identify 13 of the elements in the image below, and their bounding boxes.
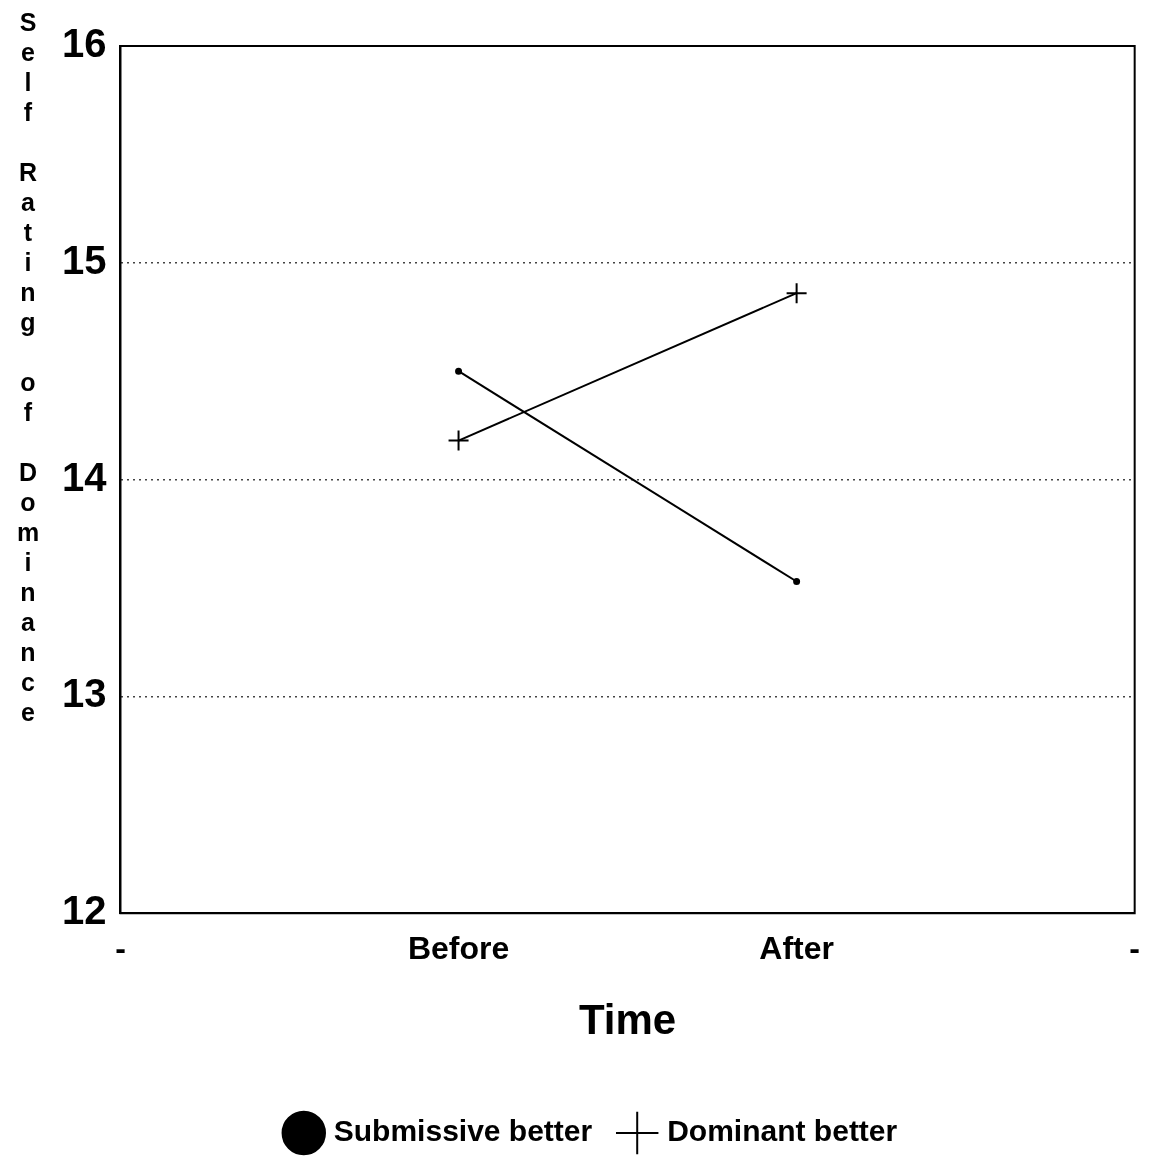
y-tick-label: 12 xyxy=(61,888,107,933)
x-tick-label: - xyxy=(1129,930,1140,967)
y-tick-label: 15 xyxy=(61,237,107,282)
y-tick-label: 13 xyxy=(61,671,107,716)
legend-label: Dominant better xyxy=(667,1114,898,1148)
legend-label: Submissive better xyxy=(333,1114,593,1148)
x-tick-label: - xyxy=(115,930,126,967)
x-tick-label: Before xyxy=(407,930,510,967)
y-tick-label: 16 xyxy=(61,21,107,66)
x-tick-label: After xyxy=(759,930,834,967)
y-axis-title: Self Rating of Dominance xyxy=(13,8,43,730)
y-tick-label: 14 xyxy=(61,454,108,499)
x-axis-title: Time xyxy=(578,996,677,1044)
